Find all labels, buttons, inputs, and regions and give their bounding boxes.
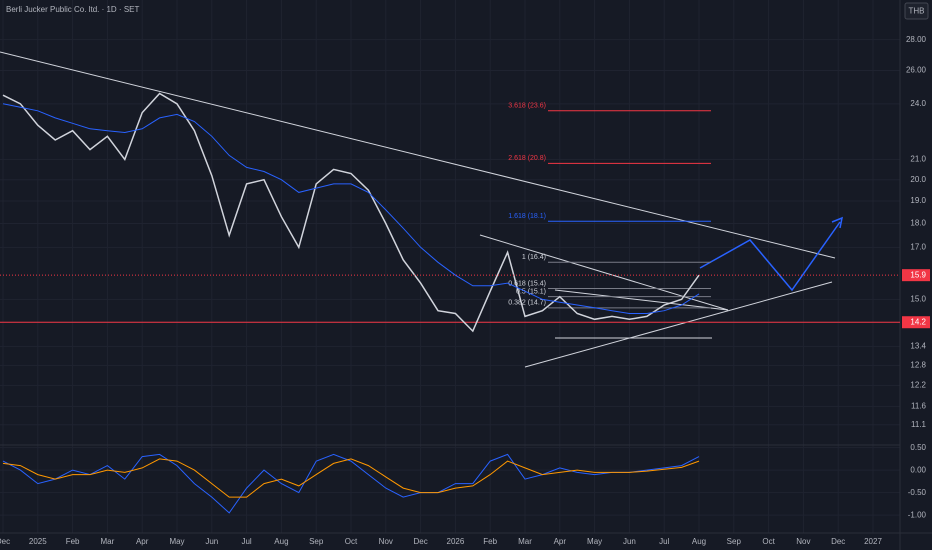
y-tick-label: 26.00 xyxy=(906,66,927,75)
x-tick-label: Jul xyxy=(241,537,251,546)
y-tick-label: 12.8 xyxy=(910,361,926,370)
y-tick-label: 0.50 xyxy=(910,443,926,452)
x-tick-label: 2027 xyxy=(864,537,882,546)
x-tick-label: Dec xyxy=(413,537,427,546)
y-tick-label: 0.00 xyxy=(910,465,926,474)
x-tick-label: Jun xyxy=(623,537,636,546)
currency-label[interactable]: THB xyxy=(909,7,925,16)
fib-label: 0.382 (14.7) xyxy=(508,300,546,307)
y-tick-label: 15.0 xyxy=(910,295,926,304)
x-tick-label: Nov xyxy=(796,537,810,546)
x-tick-label: Sep xyxy=(309,537,324,546)
x-tick-label: Mar xyxy=(518,537,532,546)
y-tick-label: 13.4 xyxy=(910,341,926,350)
triangle-line xyxy=(479,234,729,311)
series-line xyxy=(2,92,700,333)
x-tick-label: Apr xyxy=(554,537,567,546)
x-tick-label: May xyxy=(587,537,602,546)
x-tick-label: Feb xyxy=(483,537,497,546)
x-tick-label: Aug xyxy=(274,537,288,546)
y-tick-label: 28.00 xyxy=(906,35,927,44)
fib-label: 0.5 (15.1) xyxy=(516,288,546,295)
fib-label: 1.618 (18.1) xyxy=(508,213,546,220)
x-tick-label: Mar xyxy=(101,537,115,546)
fib-label: 3.618 (23.6) xyxy=(508,103,546,110)
fib-label: 2.618 (20.8) xyxy=(508,155,546,162)
x-tick-label: Sep xyxy=(727,537,742,546)
x-tick-label: Apr xyxy=(136,537,149,546)
x-tick-label: Dec xyxy=(0,537,10,546)
fib-label: 1 (16.4) xyxy=(522,254,546,261)
series-line xyxy=(2,458,700,498)
x-tick-label: Oct xyxy=(762,537,775,546)
y-tick-label: 20.0 xyxy=(910,175,926,184)
x-tick-label: 2026 xyxy=(447,537,465,546)
triangle-line xyxy=(554,289,729,311)
x-tick-label: Aug xyxy=(692,537,706,546)
x-tick-label: Jul xyxy=(659,537,669,546)
x-tick-label: May xyxy=(169,537,184,546)
x-tick-label: Nov xyxy=(379,537,393,546)
chart-title: Berli Jucker Public Co. ltd. · 1D · SET xyxy=(6,5,139,14)
forecast-path xyxy=(699,221,841,292)
x-tick-label: Jun xyxy=(205,537,218,546)
y-tick-label: 18.0 xyxy=(910,219,926,228)
last-price-tag xyxy=(902,269,930,282)
trend-line xyxy=(0,51,836,259)
y-tick-label: 11.6 xyxy=(911,401,927,410)
y-tick-label: 12.2 xyxy=(910,381,926,390)
trend-line xyxy=(524,281,833,368)
series-line xyxy=(2,103,700,314)
x-tick-label: Feb xyxy=(66,537,80,546)
y-tick-label: 19.0 xyxy=(910,196,926,205)
price-line-tag xyxy=(902,316,930,329)
y-tick-label: -1.00 xyxy=(908,510,927,519)
fib-label: 0.618 (15.4) xyxy=(508,280,546,287)
y-tick-label: 11.1 xyxy=(911,420,927,429)
x-tick-label: 2025 xyxy=(29,537,47,546)
series-line xyxy=(2,453,700,514)
y-tick-label: 14.2 xyxy=(910,317,926,326)
y-tick-label: 24.0 xyxy=(910,99,926,108)
y-tick-label: 21.0 xyxy=(910,154,926,163)
currency-button[interactable] xyxy=(904,2,929,20)
x-tick-label: Dec xyxy=(831,537,845,546)
y-tick-label: -0.50 xyxy=(908,488,927,497)
last-price-label: 15.9 xyxy=(910,270,926,279)
forecast-arrow xyxy=(831,216,844,229)
x-tick-label: Oct xyxy=(345,537,358,546)
y-tick-label: 17.0 xyxy=(910,242,926,251)
